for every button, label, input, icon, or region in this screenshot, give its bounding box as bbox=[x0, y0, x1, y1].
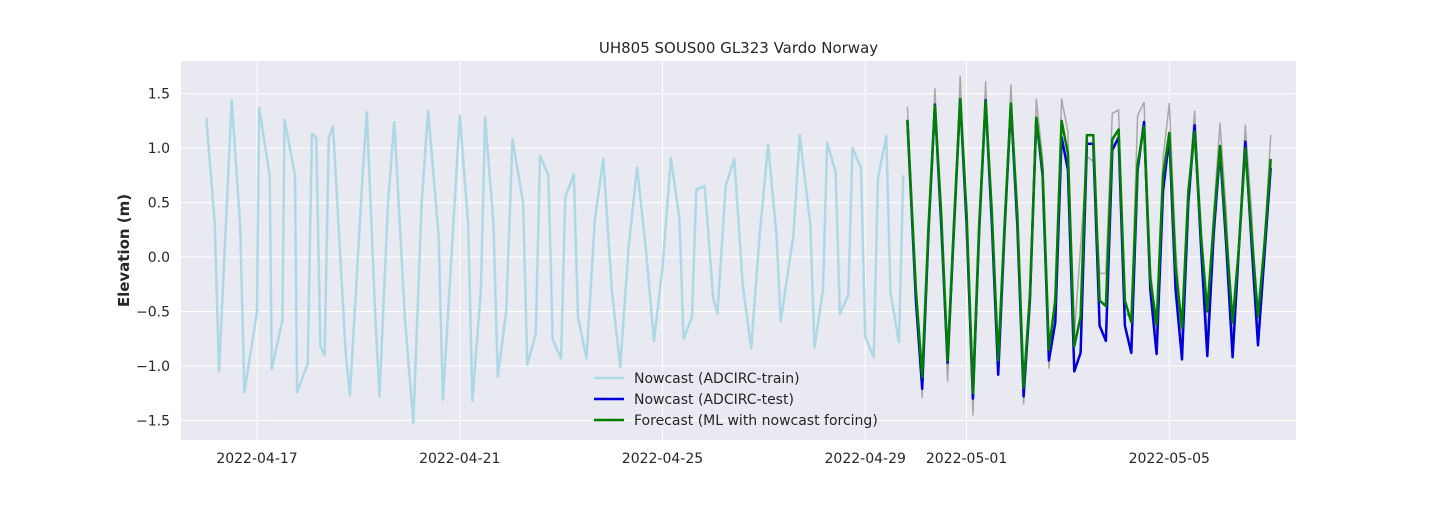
y-axis: 1.5 1.0 0.5 0.0 −0.5 −1.0 −1.5 bbox=[136, 87, 170, 430]
chart-title: UH805 SOUS00 GL323 Vardo Norway bbox=[599, 39, 878, 57]
legend: Nowcast (ADCIRC-train) Nowcast (ADCIRC-te… bbox=[594, 371, 878, 429]
x-tick-label: 2022-04-29 bbox=[825, 451, 906, 467]
y-tick-label: 1.0 bbox=[148, 141, 170, 157]
legend-label: Forecast (ML with nowcast forcing) bbox=[634, 413, 878, 429]
y-tick-label: 1.5 bbox=[148, 87, 170, 103]
grid-lines bbox=[181, 61, 1296, 440]
x-tick-label: 2022-05-05 bbox=[1129, 451, 1210, 467]
y-axis-label: Elevation (m) bbox=[115, 194, 133, 307]
x-tick-label: 2022-04-21 bbox=[419, 451, 500, 467]
legend-label: Nowcast (ADCIRC-train) bbox=[634, 371, 800, 387]
series-line-0 bbox=[205, 98, 905, 424]
x-tick-label: 2022-05-01 bbox=[926, 451, 1007, 467]
y-tick-label: 0.5 bbox=[148, 196, 170, 212]
y-tick-label: −1.0 bbox=[136, 359, 170, 375]
x-tick-label: 2022-04-17 bbox=[216, 451, 297, 467]
series-layer bbox=[205, 75, 1272, 424]
legend-label: Nowcast (ADCIRC-test) bbox=[634, 392, 794, 408]
series-line-3 bbox=[906, 97, 1272, 395]
y-tick-label: 0.0 bbox=[148, 250, 170, 266]
y-tick-label: −1.5 bbox=[136, 413, 170, 429]
x-tick-label: 2022-04-25 bbox=[622, 451, 703, 467]
x-axis: 2022-04-17 2022-04-21 2022-04-25 2022-04-29… bbox=[216, 451, 1210, 467]
y-tick-label: −0.5 bbox=[136, 304, 170, 320]
